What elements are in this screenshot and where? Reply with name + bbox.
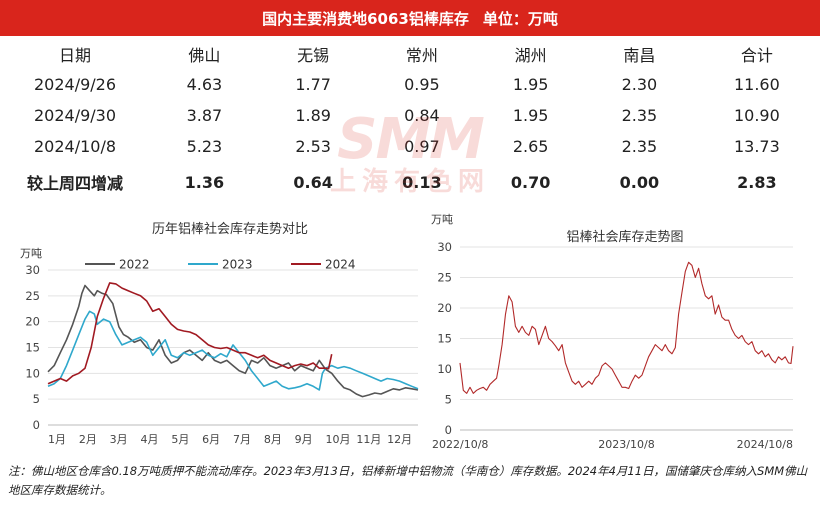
table-cell: 11.60 [733, 75, 780, 94]
y-tick-label: 0 [33, 418, 40, 432]
x-tick-label: 9月 [295, 433, 313, 446]
x-tick-label: 10月 [326, 433, 351, 446]
inventory-table: 日期 佛山 无锡 常州 湖州 南昌 合计 2024/9/26 4.63 1.77 0.95 1.95 2… [0, 38, 820, 202]
table-cell: 10.90 [733, 106, 780, 125]
y-tick-label: 15 [25, 341, 40, 355]
table-cell: 2.35 [621, 137, 658, 156]
unit-label: 单位：万吨 [482, 9, 558, 28]
series-line [47, 284, 419, 398]
x-tick-label: 1月 [48, 433, 66, 446]
table-row: 2024/10/8 5.23 2.53 0.97 2.65 2.35 13.73 [0, 131, 820, 162]
row-label: 2024/10/8 [33, 137, 117, 156]
x-tick-label: 2月 [79, 433, 97, 446]
y-tick-label: 15 [437, 332, 452, 346]
legend-label: 2024 [325, 258, 356, 272]
x-tick-label: 2022/10/8 [432, 438, 488, 451]
legend-label: 2023 [222, 258, 253, 272]
series-line [459, 261, 794, 394]
y-tick-label: 30 [25, 263, 40, 277]
y-tick-label: 30 [437, 240, 452, 254]
table-cell: 2.30 [621, 75, 658, 94]
table-cell: 湖州 [514, 45, 547, 65]
table-cell: 1.95 [512, 106, 549, 125]
table-cell: 南昌 [623, 45, 656, 65]
table-row: 2024/9/26 4.63 1.77 0.95 1.95 2.30 11.60 [0, 69, 820, 100]
y-tick-label: 10 [25, 366, 40, 380]
x-tick-label: 11月 [356, 433, 381, 446]
series-line [47, 310, 419, 391]
y-tick-label: 10 [437, 362, 452, 376]
table-cell: 1.36 [184, 172, 225, 192]
table-cell: 0.00 [619, 172, 660, 192]
x-tick-label: 2024/10/8 [737, 438, 793, 451]
x-tick-label: 4月 [141, 433, 159, 446]
x-tick-label: 6月 [202, 433, 220, 446]
row-label: 日期 [58, 45, 91, 65]
y-tick-label: 20 [25, 315, 40, 329]
table-cell: 2.35 [621, 106, 658, 125]
table-cell: 0.84 [404, 106, 440, 125]
table-cell: 5.23 [186, 137, 223, 156]
legend-label: 2022 [119, 258, 150, 272]
table-cell: 2.83 [737, 172, 777, 192]
change-row: 较上周四增减 1.36 0.64 0.13 0.70 0.00 2.83 [0, 162, 820, 202]
series-line [47, 282, 333, 385]
table-cell: 2.53 [295, 137, 331, 156]
table-title: 国内主要消费地6063铝棒库存 [262, 9, 469, 28]
table-cell: 合计 [740, 45, 773, 65]
x-tick-label: 7月 [233, 433, 251, 446]
table-cell: 4.63 [186, 75, 223, 94]
table-cell: 1.77 [295, 75, 331, 94]
table-cell: 0.64 [293, 172, 333, 192]
y-tick-label: 5 [445, 393, 452, 407]
y-tick-label: 5 [33, 392, 40, 406]
table-cell: 3.87 [186, 106, 223, 125]
table-cell: 0.95 [404, 75, 440, 94]
table-cell: 佛山 [188, 45, 221, 65]
x-tick-label: 3月 [110, 433, 128, 446]
y-tick-label: 25 [25, 289, 40, 303]
inventory-trend-chart: 铝棒社会库存走势图 万吨 0 5 10 15 20 25 30 2022/10/8 2023/10/… [431, 213, 794, 451]
y-tick-label: 0 [445, 423, 452, 437]
title-banner: 国内主要消费地6063铝棒库存 单位：万吨 [0, 0, 820, 36]
table-cell: 13.73 [733, 137, 780, 156]
table-row: 2024/9/30 3.87 1.89 0.84 1.95 2.35 10.90 [0, 100, 820, 131]
chart-title: 铝棒社会库存走势图 [566, 229, 683, 245]
table-cell: 1.89 [295, 106, 331, 125]
table-cell: 0.70 [510, 172, 551, 192]
x-tick-label: 2023/10/8 [598, 438, 654, 451]
table-cell: 常州 [405, 45, 438, 65]
y-axis-label: 万吨 [431, 213, 453, 226]
x-tick-label: 12月 [387, 433, 412, 446]
table-cell: 2.65 [512, 137, 549, 156]
table-cell: 0.97 [404, 137, 440, 156]
row-label: 2024/9/30 [33, 106, 117, 125]
y-tick-label: 25 [437, 271, 452, 285]
row-label: 2024/9/26 [33, 75, 117, 94]
row-label: 较上周四增减 [26, 174, 123, 193]
y-axis-label: 万吨 [20, 247, 42, 260]
chart-title: 历年铝棒社会库存走势对比 [152, 221, 308, 237]
table-header-row: 日期 佛山 无锡 常州 湖州 南昌 合计 [0, 38, 820, 69]
table-cell: 0.13 [402, 172, 442, 192]
table-cell: 无锡 [297, 45, 330, 65]
x-tick-label: 5月 [171, 433, 189, 446]
x-tick-label: 8月 [264, 433, 282, 446]
footnote: 注：佛山地区仓库含0.18万吨质押不能流动库存。2023年3月13日，铝棒新增中… [8, 464, 808, 497]
table-cell: 1.95 [512, 75, 549, 94]
y-tick-label: 20 [437, 301, 452, 315]
